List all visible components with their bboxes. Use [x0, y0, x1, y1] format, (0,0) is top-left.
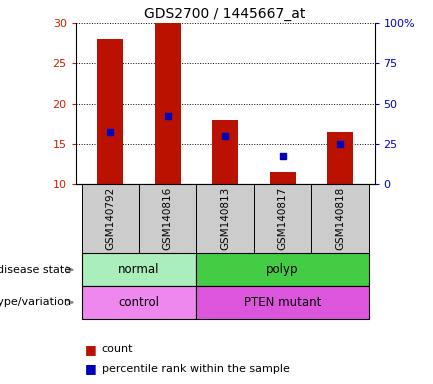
- Point: [164, 113, 171, 119]
- Bar: [81, 184, 139, 253]
- Bar: [81, 286, 197, 319]
- Text: GSM140813: GSM140813: [220, 186, 230, 250]
- Bar: [197, 253, 369, 286]
- Bar: [212, 120, 238, 184]
- Point: [336, 141, 343, 147]
- Text: control: control: [119, 296, 159, 309]
- Bar: [97, 39, 123, 184]
- Text: count: count: [102, 344, 133, 354]
- Text: normal: normal: [118, 263, 160, 276]
- Title: GDS2700 / 1445667_at: GDS2700 / 1445667_at: [145, 7, 306, 21]
- Bar: [197, 184, 254, 253]
- Text: polyp: polyp: [266, 263, 299, 276]
- Text: disease state: disease state: [0, 265, 71, 275]
- Text: PTEN mutant: PTEN mutant: [244, 296, 321, 309]
- Text: ■: ■: [84, 343, 96, 356]
- Text: GSM140816: GSM140816: [163, 186, 173, 250]
- Bar: [139, 184, 197, 253]
- Text: GSM140792: GSM140792: [105, 186, 115, 250]
- Bar: [254, 184, 311, 253]
- Text: genotype/variation: genotype/variation: [0, 297, 71, 308]
- Text: ■: ■: [84, 362, 96, 375]
- Text: GSM140817: GSM140817: [278, 186, 288, 250]
- Point: [279, 153, 286, 159]
- Bar: [327, 132, 353, 184]
- Point: [222, 133, 229, 139]
- Bar: [81, 253, 197, 286]
- Text: percentile rank within the sample: percentile rank within the sample: [102, 364, 290, 374]
- Bar: [155, 23, 181, 184]
- Point: [107, 129, 114, 135]
- Bar: [311, 184, 369, 253]
- Bar: [270, 172, 296, 184]
- Bar: [197, 286, 369, 319]
- Text: GSM140818: GSM140818: [335, 186, 345, 250]
